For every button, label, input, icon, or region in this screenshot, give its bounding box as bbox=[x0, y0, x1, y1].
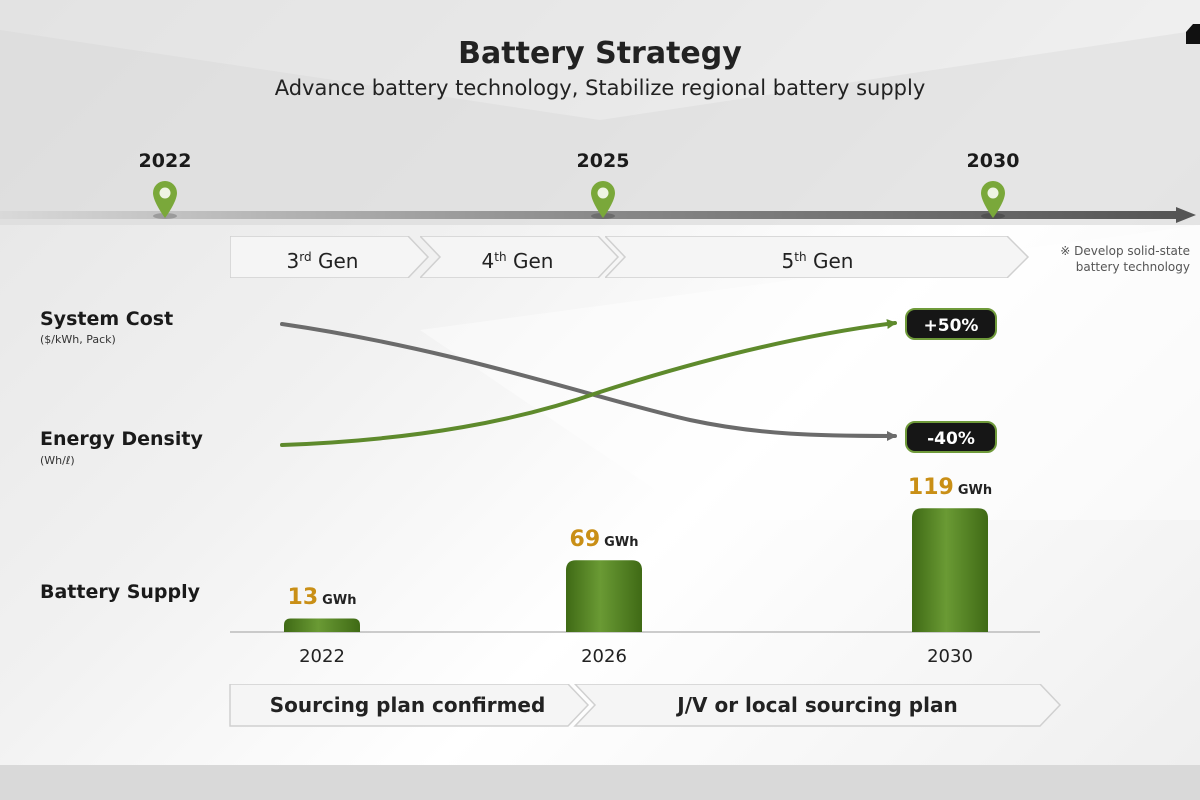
supply-bar-2026 bbox=[566, 560, 642, 632]
bar-value-unit: GWh bbox=[322, 593, 356, 608]
bar-value-label: 13 GWh bbox=[288, 585, 357, 610]
bar-value-unit: GWh bbox=[604, 535, 638, 550]
bar-value-number: 69 bbox=[570, 527, 601, 552]
bar-value-number: 119 bbox=[908, 475, 954, 500]
bar-value-label: 69 GWh bbox=[570, 527, 639, 552]
bar-value-label: 119 GWh bbox=[908, 475, 992, 500]
supply-bar-2022 bbox=[284, 618, 360, 632]
bar-category-label: 2026 bbox=[581, 646, 627, 667]
bar-value-number: 13 bbox=[288, 585, 319, 610]
bar-value-unit: GWh bbox=[958, 483, 992, 498]
sourcing-phase-1: Sourcing plan confirmed bbox=[230, 684, 585, 726]
bar-category-label: 2022 bbox=[299, 646, 345, 667]
supply-bar-2030 bbox=[912, 508, 988, 632]
sourcing-phase-2: J/V or local sourcing plan bbox=[585, 684, 1050, 726]
bar-category-label: 2030 bbox=[927, 646, 973, 667]
